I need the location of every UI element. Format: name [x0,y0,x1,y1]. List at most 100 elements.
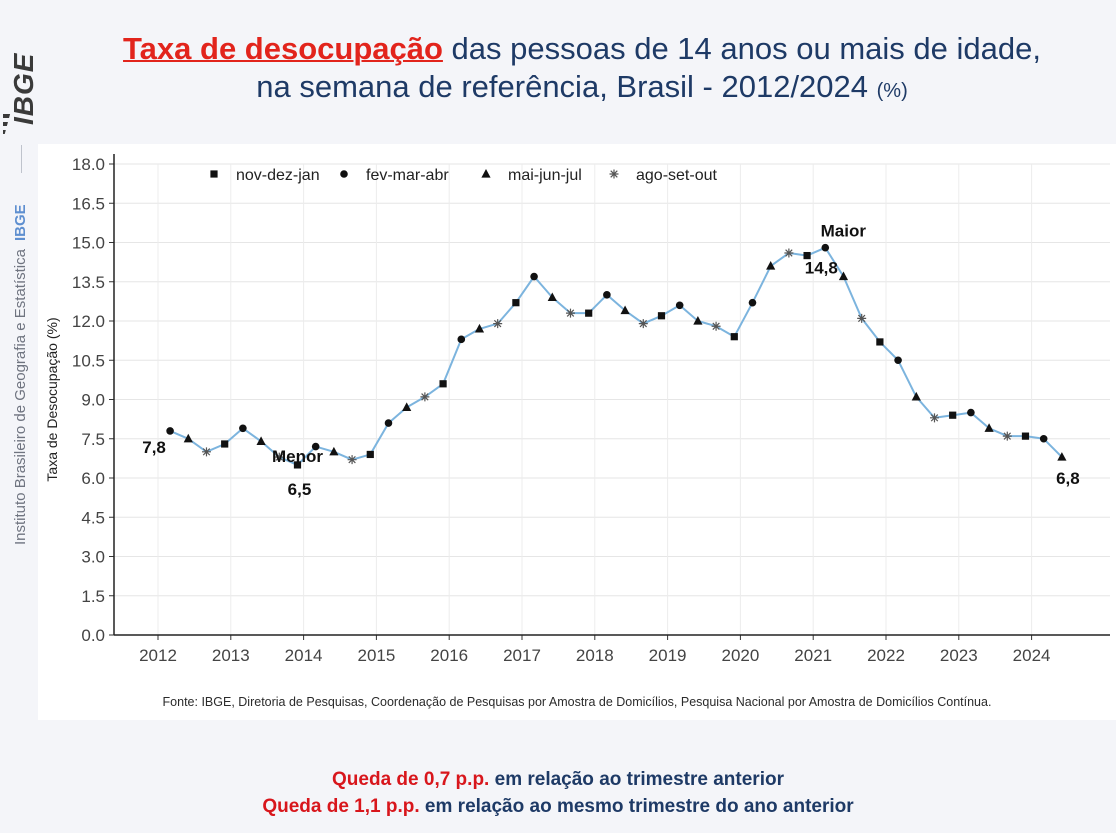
data-point [638,319,648,329]
data-point [530,272,538,281]
ibge-logo-icon [3,114,11,134]
x-tick-label: 2021 [794,646,832,665]
summary-note-2: Queda de 1,1 p.p. em relação ao mesmo tr… [0,793,1116,820]
data-point [657,312,666,320]
annotation-label: 7,8 [142,438,166,457]
legend-label: mai-jun-jul [508,167,582,184]
title-line2-text: na semana de referência, Brasil - 2012/2… [256,69,877,104]
data-point [711,321,721,331]
legend-label: ago-set-out [636,167,717,184]
y-tick-label: 3.0 [81,548,105,567]
data-point [803,251,811,260]
data-point [1002,431,1012,441]
annotation-label: 6,8 [1056,469,1080,488]
source-note: Fonte: IBGE, Diretoria de Pesquisas, Coo… [162,695,992,709]
data-point [293,461,302,469]
data-point [784,248,794,258]
legend-marker [340,170,348,178]
sidebar: IBGE Instituto Brasileiro de Geografia e… [0,0,44,833]
organization-caption: Instituto Brasileiro de Geografia e Esta… [12,204,29,545]
chart-panel: 0.0 1.5 3.0 4.5 6.0 7.5 9.0 10.5 12.0 13.5 15.0 16.… [38,144,1116,720]
annotation-label: Maior [821,222,867,241]
data-point [420,392,430,402]
data-point [748,298,757,307]
data-point [967,408,975,417]
data-point [329,446,339,456]
summary-note-1: Queda de 0,7 p.p. em relação ao trimestr… [0,766,1116,793]
title-line-1: Taxa de desocupação das pessoas de 14 an… [52,30,1112,68]
y-tick-label: 10.5 [72,351,105,370]
data-point [565,308,575,318]
x-tick-label: 2017 [503,646,541,665]
data-point [1057,452,1067,461]
data-point [984,423,994,432]
x-tick-label: 2022 [867,646,905,665]
data-point [911,391,921,401]
summary-note-1-emphasis: Queda de 0,7 p.p. [332,769,490,790]
data-point [347,455,357,465]
data-point [949,411,957,419]
page-title: Taxa de desocupação das pessoas de 14 an… [52,30,1112,110]
summary-notes: Queda de 0,7 p.p. em relação ao trimestr… [0,766,1116,820]
y-tick-label: 18.0 [72,155,105,174]
data-point [457,335,466,344]
data-point [384,419,393,427]
data-point [876,338,884,346]
y-axis-label: Taxa de Desocupação (%) [44,317,60,481]
legend-label: nov-dez-jan [236,167,320,184]
data-point [620,305,630,315]
data-point [603,291,611,299]
data-point [402,402,412,411]
x-tick-label: 2019 [649,646,687,665]
data-point [838,271,849,281]
data-point [821,243,830,252]
data-point [366,450,374,459]
data-point [439,380,447,388]
data-point [166,427,174,435]
y-tick-label: 12.0 [72,312,105,331]
y-tick-label: 13.5 [72,273,105,292]
y-tick-label: 1.5 [81,587,105,606]
data-point [221,440,229,448]
unemployment-line-chart: 0.0 1.5 3.0 4.5 6.0 7.5 9.0 10.5 12.0 13.5 15.0 16.… [44,154,1110,665]
x-tick-label: 2015 [357,646,395,665]
data-point [311,442,320,451]
summary-note-1-text: em relação ao trimestre anterior [489,769,784,790]
data-point [894,356,902,365]
y-tick-label: 4.5 [81,508,105,527]
ibge-logo-text: IBGE [8,52,39,125]
annotation-label: 14,8 [805,259,838,278]
data-point [493,319,503,329]
data-point [547,292,557,302]
data-point [585,309,593,317]
data-point [256,436,266,445]
organization-name: Instituto Brasileiro de Geografia e Esta… [12,249,29,545]
legend-marker [609,169,619,179]
data-point [766,261,776,270]
data-point [183,433,193,443]
title-highlight: Taxa de desocupação [123,31,443,66]
x-tick-label: 2024 [1013,646,1051,665]
data-point [474,323,485,333]
data-point [1039,434,1048,443]
data-point [1021,432,1030,440]
x-tick-label: 2012 [139,646,177,665]
y-tick-label: 0.0 [81,626,105,645]
data-point [929,413,939,423]
data-point [675,301,684,310]
y-tick-label: 7.5 [81,430,105,449]
data-point [239,424,247,433]
legend-marker [210,170,218,178]
title-line1-rest: das pessoas de 14 anos ou mais de idade, [442,31,1041,66]
annotation-label: 6,5 [288,480,312,499]
data-point [693,316,703,325]
x-tick-label: 2016 [430,646,468,665]
y-tick-label: 9.0 [81,391,105,410]
x-tick-label: 2013 [212,646,250,665]
y-tick-label: 6.0 [81,469,105,488]
summary-note-2-emphasis: Queda de 1,1 p.p. [262,796,420,817]
data-point [201,447,211,457]
title-line-2: na semana de referência, Brasil - 2012/2… [52,68,1112,110]
summary-note-2-text: em relação ao mesmo trimestre do ano ant… [419,796,854,817]
y-tick-label: 15.0 [72,234,105,253]
